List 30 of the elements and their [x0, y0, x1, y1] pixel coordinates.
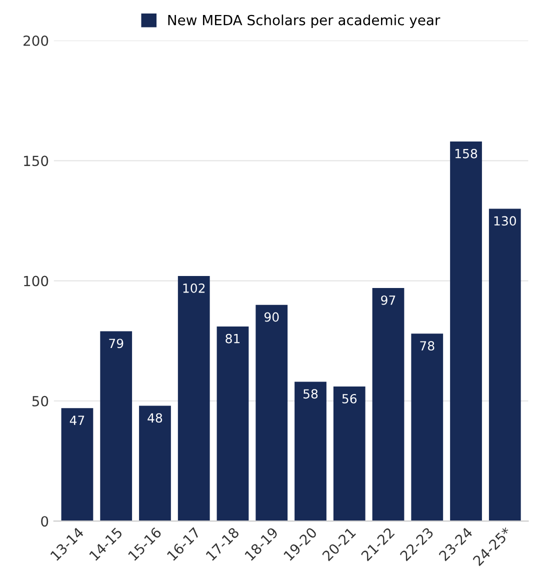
y-tick-label: 50	[32, 396, 48, 406]
data-label: 79	[109, 338, 124, 348]
bar	[294, 382, 326, 522]
bar	[256, 304, 288, 522]
data-label: 48	[148, 413, 162, 423]
y-tick-label: 150	[24, 156, 48, 166]
bar	[100, 331, 132, 522]
bar	[333, 386, 366, 522]
y-tick-label: 100	[24, 276, 48, 286]
bar	[450, 141, 482, 522]
bar	[411, 334, 444, 522]
y-tick-label: 200	[24, 36, 48, 46]
data-label: 78	[420, 341, 434, 351]
data-label: 47	[70, 416, 84, 425]
bar	[488, 208, 521, 522]
bar	[178, 276, 210, 522]
data-label: 158	[455, 148, 478, 158]
bar	[61, 408, 94, 522]
data-label: 130	[494, 216, 516, 226]
data-label: 97	[381, 295, 396, 305]
data-label: 81	[226, 334, 240, 344]
y-tick-label: 0	[41, 516, 48, 527]
data-label: 90	[264, 312, 279, 322]
bar	[372, 288, 404, 522]
bar	[216, 326, 249, 522]
data-label: 58	[304, 389, 318, 399]
data-label: 56	[342, 394, 357, 404]
bar	[139, 406, 171, 522]
data-label: 102	[183, 283, 205, 293]
legend-label: New MEDA Scholars per academic year	[168, 14, 440, 28]
